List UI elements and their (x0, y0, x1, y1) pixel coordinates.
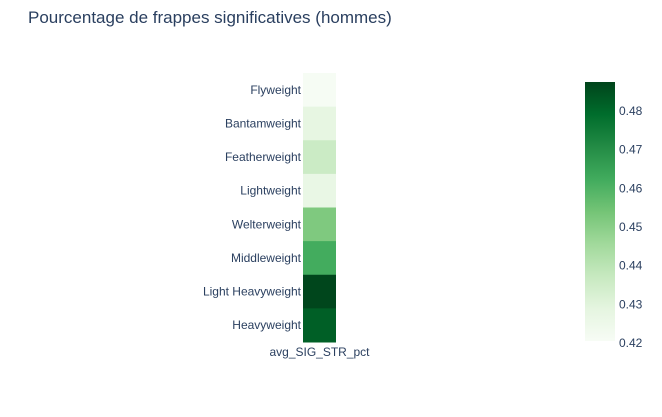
colorbar-tick-label: 0.43 (619, 297, 643, 311)
heatmap-cell (303, 207, 336, 242)
heatmap-cell (303, 241, 336, 276)
colorbar-tick-label: 0.42 (619, 336, 643, 350)
heatmap-cell (303, 274, 336, 309)
heatmap-cell (303, 73, 336, 108)
heatmap-cells (303, 73, 336, 343)
colorbar-tick-label: 0.44 (619, 259, 643, 273)
colorbar-tick-label: 0.48 (619, 104, 643, 118)
heatmap-cell (303, 173, 336, 208)
y-tick-label: Welterweight (232, 217, 302, 231)
colorbar (585, 82, 615, 341)
y-tick-label: Flyweight (250, 83, 301, 97)
colorbar-tick-labels: 0.42 0.43 0.44 0.45 0.46 0.47 0.48 (619, 104, 643, 350)
x-tick-label: avg_SIG_STR_pct (269, 345, 370, 359)
y-tick-label: Middleweight (231, 251, 302, 265)
chart-title: Pourcentage de frappes significatives (h… (28, 8, 392, 27)
colorbar-tick-label: 0.47 (619, 143, 643, 157)
y-tick-label: Featherweight (225, 150, 302, 164)
y-tick-label: Bantamweight (225, 116, 302, 130)
y-tick-label: Light Heavyweight (203, 285, 302, 299)
x-axis-tick-labels: avg_SIG_STR_pct (269, 345, 370, 359)
y-tick-label: Lightweight (240, 184, 301, 198)
colorbar-tick-label: 0.45 (619, 220, 643, 234)
heatmap-cell (303, 106, 336, 141)
y-axis-tick-labels: Flyweight Bantamweight Featherweight Lightw… (203, 83, 302, 332)
y-tick-label: Heavyweight (232, 318, 301, 332)
heatmap-cell (303, 308, 336, 343)
heatmap-cell (303, 140, 336, 175)
colorbar-tick-label: 0.46 (619, 181, 643, 195)
